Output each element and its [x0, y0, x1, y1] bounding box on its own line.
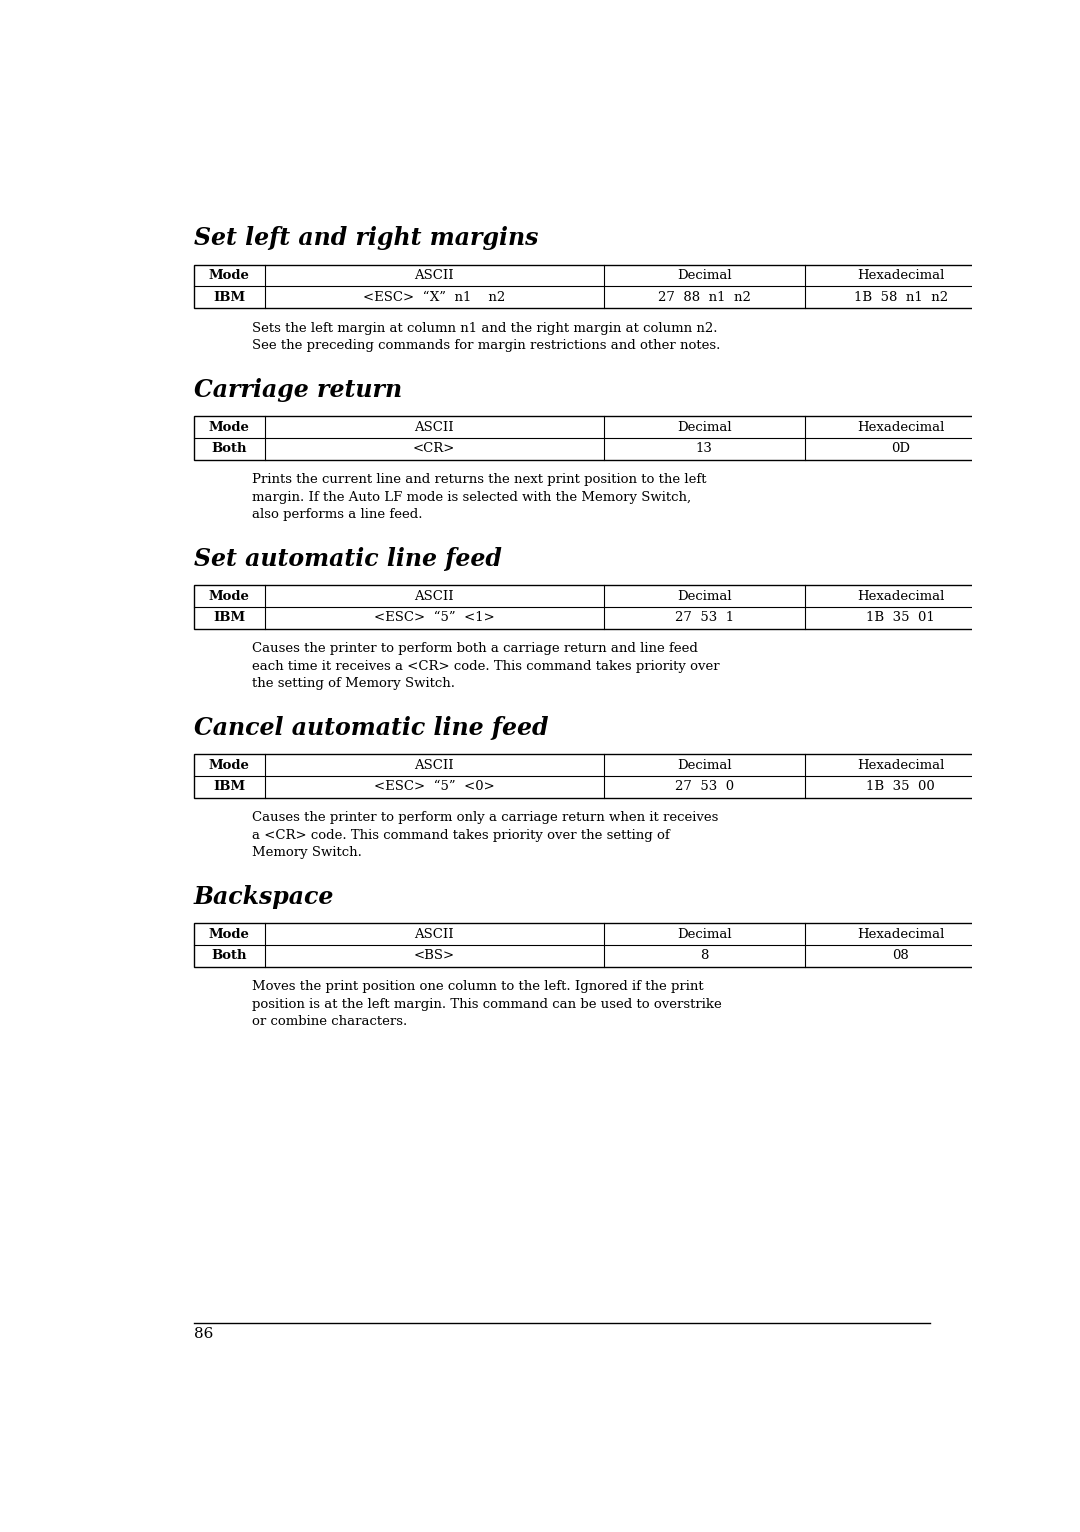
Text: 27  88  n1  n2: 27 88 n1 n2	[658, 291, 751, 303]
Bar	[193, 585, 997, 628]
Text: <ESC>  “X”  n1    n2: <ESC> “X” n1 n2	[363, 291, 505, 303]
Text: ASCII: ASCII	[415, 590, 454, 602]
Text: the setting of Memory Switch.: the setting of Memory Switch.	[253, 677, 455, 689]
Text: IBM: IBM	[213, 780, 245, 794]
Text: Decimal: Decimal	[677, 270, 731, 282]
Text: 08: 08	[892, 950, 909, 962]
Text: 86: 86	[193, 1327, 213, 1340]
Text: Both: Both	[212, 443, 247, 455]
Bar	[193, 924, 997, 967]
Text: 1B  35  00: 1B 35 00	[866, 780, 935, 794]
Text: margin. If the Auto LF mode is selected with the Memory Switch,: margin. If the Auto LF mode is selected …	[253, 490, 691, 504]
Text: ASCII: ASCII	[415, 421, 454, 434]
Text: Hexadecimal: Hexadecimal	[858, 270, 945, 282]
Bar	[193, 265, 997, 308]
Text: Both: Both	[212, 950, 247, 962]
Text: Decimal: Decimal	[677, 928, 731, 941]
Text: position is at the left margin. This command can be used to overstrike: position is at the left margin. This com…	[253, 997, 721, 1011]
Text: 27  53  0: 27 53 0	[675, 780, 733, 794]
Text: 1B  58  n1  n2: 1B 58 n1 n2	[854, 291, 948, 303]
Text: Decimal: Decimal	[677, 421, 731, 434]
Text: a <CR> code. This command takes priority over the setting of: a <CR> code. This command takes priority…	[253, 829, 670, 841]
Text: Sets the left margin at column n1 and the right margin at column n2.: Sets the left margin at column n1 and th…	[253, 322, 718, 334]
Text: ASCII: ASCII	[415, 270, 454, 282]
Text: 8: 8	[700, 950, 708, 962]
Text: Hexadecimal: Hexadecimal	[858, 758, 945, 772]
Text: Hexadecimal: Hexadecimal	[858, 928, 945, 941]
Text: Mode: Mode	[208, 270, 249, 282]
Text: Backspace: Backspace	[193, 885, 334, 908]
Text: Set automatic line feed: Set automatic line feed	[193, 547, 501, 571]
Text: Mode: Mode	[208, 590, 249, 602]
Text: Carriage return: Carriage return	[193, 378, 402, 401]
Text: <CR>: <CR>	[413, 443, 456, 455]
Bar	[193, 754, 997, 798]
Text: <ESC>  “5”  <0>: <ESC> “5” <0>	[374, 780, 495, 794]
Text: IBM: IBM	[213, 291, 245, 303]
Text: Hexadecimal: Hexadecimal	[858, 421, 945, 434]
Text: <BS>: <BS>	[414, 950, 455, 962]
Text: Mode: Mode	[208, 758, 249, 772]
Text: Mode: Mode	[208, 421, 249, 434]
Text: Memory Switch.: Memory Switch.	[253, 846, 362, 859]
Text: 1B  35  01: 1B 35 01	[866, 611, 935, 624]
Text: Decimal: Decimal	[677, 758, 731, 772]
Text: ASCII: ASCII	[415, 758, 454, 772]
Text: 0D: 0D	[891, 443, 910, 455]
Text: each time it receives a <CR> code. This command takes priority over: each time it receives a <CR> code. This …	[253, 660, 719, 673]
Bar	[193, 417, 997, 460]
Text: also performs a line feed.: also performs a line feed.	[253, 509, 422, 521]
Text: or combine characters.: or combine characters.	[253, 1016, 407, 1028]
Text: Hexadecimal: Hexadecimal	[858, 590, 945, 602]
Text: 13: 13	[696, 443, 713, 455]
Text: Causes the printer to perform only a carriage return when it receives: Causes the printer to perform only a car…	[253, 812, 718, 824]
Text: 27  53  1: 27 53 1	[675, 611, 733, 624]
Text: Causes the printer to perform both a carriage return and line feed: Causes the printer to perform both a car…	[253, 642, 698, 656]
Text: Cancel automatic line feed: Cancel automatic line feed	[193, 715, 548, 740]
Text: Decimal: Decimal	[677, 590, 731, 602]
Text: Prints the current line and returns the next print position to the left: Prints the current line and returns the …	[253, 473, 706, 486]
Text: Set left and right margins: Set left and right margins	[193, 227, 538, 250]
Text: Moves the print position one column to the left. Ignored if the print: Moves the print position one column to t…	[253, 980, 704, 993]
Text: <ESC>  “5”  <1>: <ESC> “5” <1>	[374, 611, 495, 624]
Text: ASCII: ASCII	[415, 928, 454, 941]
Text: See the preceding commands for margin restrictions and other notes.: See the preceding commands for margin re…	[253, 339, 720, 352]
Text: Mode: Mode	[208, 928, 249, 941]
Text: IBM: IBM	[213, 611, 245, 624]
